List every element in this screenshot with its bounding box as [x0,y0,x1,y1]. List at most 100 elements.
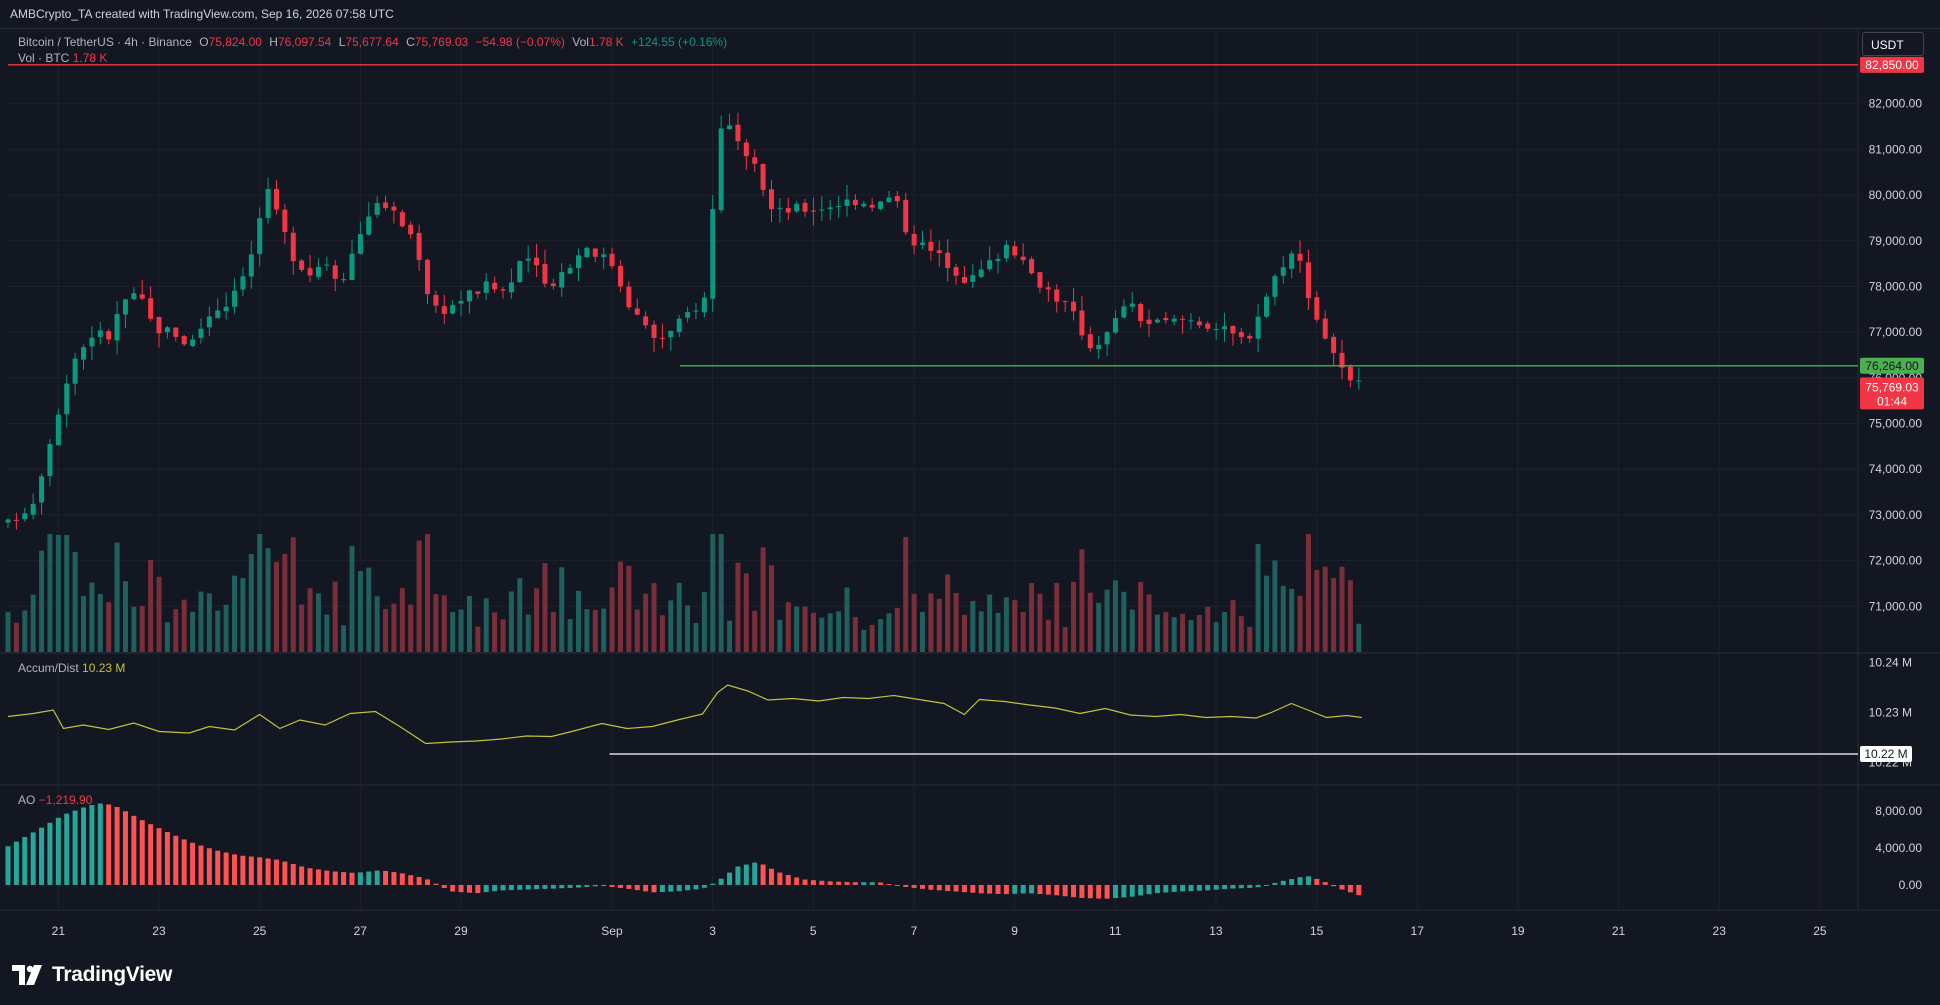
ao-histogram-bar [5,846,11,885]
ao-histogram-bar [391,872,397,885]
ao-histogram-bar [1205,884,1211,891]
candle-body [861,203,867,207]
volume-bar [1222,611,1228,652]
volume-bar [727,620,733,652]
candle-body [122,299,128,315]
candle-body [827,207,833,210]
candle-body [534,257,540,266]
ao-histogram-bar [1238,884,1244,889]
candle-body [727,125,733,130]
ao-histogram-bar [1247,884,1253,888]
ao-title[interactable]: AO [18,793,36,807]
ao-histogram-bar [936,884,942,891]
candle-body [223,306,229,312]
ao-histogram-bar [81,807,87,885]
ao-histogram-bar [248,856,254,885]
ao-histogram-bar [139,820,145,885]
candle-body [1180,318,1186,320]
candle-body [190,339,196,347]
ao-histogram-bar [878,882,884,885]
time-tick-label: 21 [52,924,66,938]
time-tick-label: 25 [1813,924,1827,938]
candle-body [215,310,221,319]
tradingview-logo[interactable]: TradingView [12,962,172,988]
volume-bar [659,615,665,652]
ao-histogram-bar [852,882,858,885]
time-axis[interactable]: 21 23 25 27 29 Sep 3 5 7 9 11 13 15 17 19 21 23 25 [52,924,1827,938]
ao-histogram-bar [861,882,867,885]
candle-body [1297,253,1303,261]
accum-dist-legend: Accum/Dist 10.23 M [18,661,125,675]
ao-histogram-bar [1272,882,1278,885]
volume-bar [1096,602,1102,652]
ao-histogram-bar [567,884,573,888]
price-levels [8,64,1858,367]
candle-body [668,330,674,338]
candle-body [357,234,363,254]
price-axis[interactable]: 71,000.00 72,000.00 73,000.00 74,000.00 75,0… [1869,97,1923,892]
candle-body [1196,321,1202,326]
time-tick-label: Sep [601,924,623,938]
candle-body [550,283,556,287]
ao-histogram-bar [911,884,917,888]
volume-bar [676,582,682,652]
candle-body [1062,301,1068,303]
currency-button[interactable]: USDT [1862,32,1924,56]
candle-body [248,254,254,277]
candle-body [173,327,179,337]
ao-histogram-bar [315,869,321,885]
candle-body [567,267,573,274]
ao-histogram-bar [1096,884,1102,899]
volume-bar [1322,566,1328,652]
candle-body [1012,246,1018,256]
ao-histogram-bar [1154,884,1160,894]
time-tick-label: 17 [1411,924,1425,938]
volume-bar [1314,569,1320,652]
volume-bar [475,626,481,652]
time-tick-label: 15 [1310,924,1324,938]
candle-body [1255,316,1261,339]
candle-body [450,304,456,314]
volume-bar [483,598,489,652]
volume-bar [760,547,766,652]
candle-body [433,294,439,306]
volume-bar [617,561,623,652]
ao-histogram-bar [1196,884,1202,891]
volume-bar [5,611,11,652]
volume-bar [64,535,70,652]
volume-bar [953,592,959,652]
ao-histogram-bar [844,881,850,885]
ao-histogram-bar [576,884,582,888]
volume-bar [1112,580,1118,652]
accum-dist-line [7,684,1858,755]
ao-histogram-bar [181,839,187,885]
volume-bar [945,574,951,652]
candle-body [810,210,816,212]
ao-histogram-bar [324,870,330,885]
ao-histogram-bar [441,884,447,889]
time-tick-label: 23 [152,924,166,938]
ao-histogram-bar [232,854,238,885]
ao-histogram-bar [1322,882,1328,885]
volume-bar [458,609,464,652]
candle-body [651,324,657,338]
time-tick-label: 3 [709,924,716,938]
volume-bar [525,614,531,652]
accum-dist-tick-label: 10.23 M [1869,706,1912,720]
volume-bar [878,619,884,652]
ao-histogram [5,803,1362,899]
candle-body [81,347,87,360]
volume-bar [785,602,791,652]
accum-dist-title[interactable]: Accum/Dist [18,661,79,675]
candle-body [1129,303,1135,307]
volume-bar [240,578,246,652]
candle-body [1054,289,1060,302]
symbol-title[interactable]: Bitcoin / TetherUS · 4h · Binance [18,35,192,49]
volume-bar [424,534,430,652]
ao-histogram-bar [1171,884,1177,892]
volume-legend-label[interactable]: Vol · BTC [18,51,70,65]
candle-body [332,265,338,279]
candle-body [383,202,389,209]
ao-histogram-bar [886,884,892,886]
